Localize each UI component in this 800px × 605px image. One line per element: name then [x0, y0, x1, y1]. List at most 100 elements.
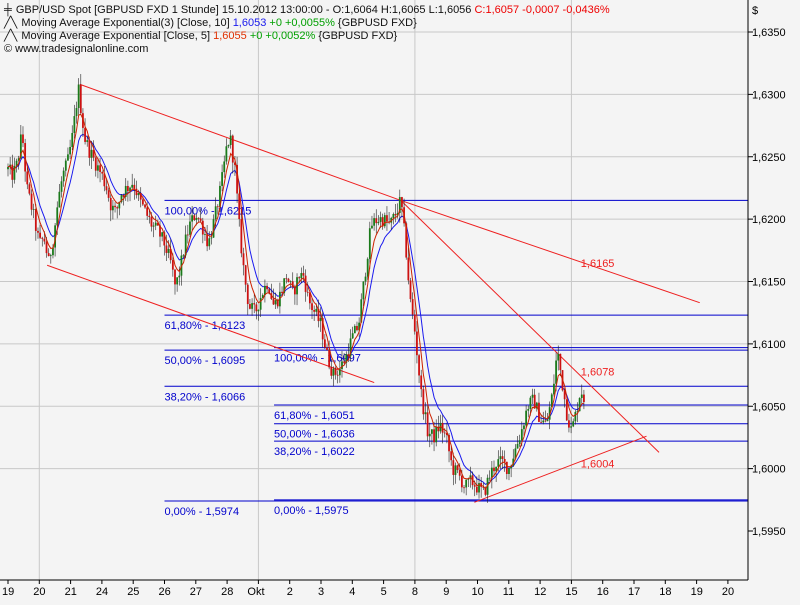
candle-body [435, 426, 438, 443]
candle-body [353, 325, 356, 334]
candle-body [383, 215, 386, 227]
candle-body [212, 219, 215, 238]
candle-body [7, 166, 9, 170]
candle-body [533, 394, 536, 409]
candle-body [86, 140, 89, 142]
candle-body [557, 353, 560, 361]
header-ema5-line: ╱╲ Moving Average Exponential [Close, 5]… [4, 30, 397, 43]
time-axis[interactable]: 19 20 21 24 25 26 27 28 Okt 2 3 4 5 8 9 10 11 12 15 16 17 18 1… [0, 579, 748, 598]
candle-body [411, 299, 414, 315]
ema5-suffix: {GBPUSD FXD} [315, 30, 398, 42]
candle-body [124, 185, 127, 197]
candle-body [570, 426, 572, 428]
candle-body [105, 186, 108, 191]
time-tick-label: 15 [565, 586, 577, 598]
ema10-suffix: {GBPUSD FXD} [334, 17, 417, 29]
trend-line [79, 83, 401, 201]
candle-body [578, 398, 581, 412]
candle-body [336, 374, 339, 376]
ema5-change: +0 +0,0052% [246, 30, 316, 42]
candle-body [161, 232, 164, 237]
time-tick-label: 18 [659, 586, 671, 598]
candle-body [270, 293, 273, 299]
candle-body [572, 421, 575, 427]
candle-body [319, 318, 322, 322]
candle-body [437, 426, 440, 432]
candle-body [163, 232, 166, 246]
candle-body [555, 360, 557, 384]
candle-body [424, 412, 427, 415]
candle-body [259, 297, 262, 310]
candle-body [478, 483, 480, 493]
candle-body [30, 193, 33, 210]
candle-body [274, 300, 277, 305]
candle-body [225, 146, 228, 162]
trend-annotation: 1,6165 [581, 258, 615, 270]
candle-body [135, 188, 138, 196]
candle-body [101, 171, 104, 174]
candle-body [182, 255, 185, 257]
candle-body [531, 394, 534, 398]
candle-body [454, 465, 457, 475]
candle-body [204, 234, 206, 235]
candle-body [64, 160, 67, 171]
time-tick-label: 24 [96, 586, 108, 598]
ema5-label: Moving Average Exponential [Close, 5] [21, 30, 214, 42]
candle-body [56, 207, 59, 226]
candle-body [452, 460, 455, 475]
candle-body [249, 304, 251, 309]
candle-body [360, 299, 363, 323]
candle-body [529, 397, 532, 409]
candle-body [255, 304, 258, 312]
candle-body [488, 477, 491, 479]
candle-body [229, 135, 232, 146]
candle-body [317, 308, 320, 322]
candle-body [503, 458, 506, 462]
candlesticks [7, 74, 585, 503]
candle-body [394, 214, 397, 216]
candle-body [576, 411, 579, 413]
candle-body [283, 278, 286, 294]
candle-body [45, 241, 48, 254]
candle-body [159, 225, 161, 237]
candle-body [109, 197, 112, 211]
candle-body [257, 309, 260, 312]
candle-body [154, 222, 157, 226]
time-tick-label: 3 [318, 586, 324, 598]
candle-body [401, 197, 403, 208]
candle-body [422, 389, 425, 415]
candle-body [520, 429, 523, 441]
candle-body [69, 146, 71, 155]
candle-body [398, 197, 401, 214]
candle-body [165, 245, 168, 253]
candle-body [568, 420, 570, 428]
candle-body [347, 354, 350, 357]
candle-body [253, 303, 256, 305]
candle-body [26, 171, 29, 185]
candle-body [52, 247, 54, 256]
candle-body [497, 459, 500, 467]
trend-annotations: 1,6165 1,6078 1,6004 [581, 258, 615, 471]
candle-body [156, 222, 159, 226]
candle-body [88, 140, 91, 158]
candle-body [176, 277, 179, 285]
candle-body [306, 291, 309, 293]
time-tick-label: 25 [127, 586, 139, 598]
line-icon: ╱╲ [4, 30, 18, 42]
candle-body [84, 127, 86, 142]
candle-body [141, 199, 144, 205]
candle-body [493, 467, 495, 472]
time-tick-label: 19 [2, 586, 14, 598]
time-tick-label: 4 [349, 586, 355, 598]
candle-body [450, 451, 453, 461]
candle-body [99, 165, 101, 172]
candle-body [550, 394, 553, 408]
candle-body [490, 467, 493, 478]
fib-level-label: 0,00% - 1,5974 [165, 506, 240, 518]
ema5-value: 1,6055 [213, 30, 247, 42]
price-axis[interactable]: 1,5950 1,6000 1,6050 1,6100 1,6150 1,6200 1,62… [747, 0, 786, 580]
trend-lines[interactable] [46, 83, 700, 503]
